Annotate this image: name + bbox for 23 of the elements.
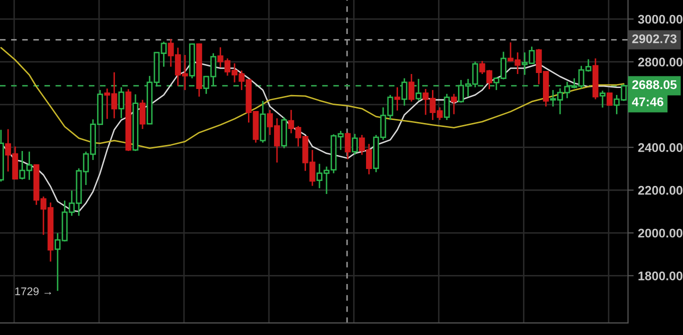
candlestick bbox=[118, 86, 124, 119]
y-tick-label: 3000.00 bbox=[638, 14, 682, 24]
candlestick bbox=[401, 78, 408, 106]
line-series bbox=[0, 46, 624, 149]
candlestick bbox=[408, 73, 414, 102]
text: 47:46 bbox=[632, 97, 664, 106]
y-tick-label: 2800.00 bbox=[638, 58, 682, 66]
candlestick bbox=[394, 86, 400, 112]
candlestick bbox=[444, 93, 450, 121]
ref-line-label: 2688.05 bbox=[632, 80, 677, 90]
y-tick-label: 2400.00 bbox=[638, 143, 682, 152]
candlestick bbox=[352, 133, 358, 156]
candlestick bbox=[450, 93, 457, 115]
candlestick bbox=[416, 78, 422, 102]
candlestick bbox=[606, 92, 613, 106]
candlestick bbox=[140, 99, 146, 130]
ref-line-label: 2902.73 bbox=[632, 34, 677, 44]
y-tick-label: 2200.00 bbox=[638, 186, 682, 195]
candlestick bbox=[600, 90, 606, 108]
y-tick-label: 2000.00 bbox=[638, 228, 682, 238]
y-tick-label: 1800.00 bbox=[638, 271, 682, 280]
candlestick bbox=[344, 132, 351, 160]
annotation: 1729 → bbox=[15, 287, 52, 296]
